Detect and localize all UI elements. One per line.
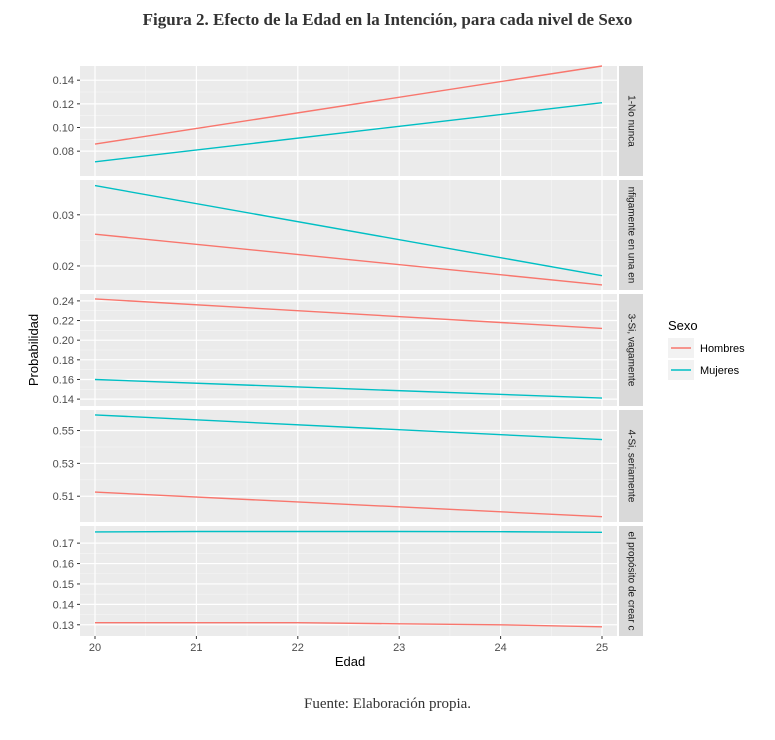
legend-label-hombres: Hombres <box>700 343 745 355</box>
y-tick-label: 0.55 <box>53 426 74 438</box>
figure-title: Figura 2. Efecto de la Edad en la Intenc… <box>142 10 633 29</box>
series-line-hombres <box>95 622 603 628</box>
facet-strip <box>619 526 643 636</box>
series-line-hombres <box>94 233 603 286</box>
y-tick-label: 0.20 <box>53 335 74 347</box>
y-tick-label: 0.02 <box>53 261 74 273</box>
y-tick-label: 0.13 <box>53 620 74 632</box>
y-tick-label: 0.17 <box>53 538 74 550</box>
x-axis-title: Edad <box>335 654 365 669</box>
x-tick-label: 24 <box>494 642 506 654</box>
legend-title: Sexo <box>668 318 698 333</box>
y-tick-label: 0.16 <box>53 374 74 386</box>
panel-1: 0.08 0.10 0.12 0.14 1-No nunca <box>53 65 643 176</box>
panel-5: 0.13 0.14 0.15 0.16 0.17 el propósito de crea… <box>53 526 643 636</box>
y-tick-label: 0.08 <box>53 146 74 158</box>
facet-strip-label: el propósito de crear c <box>625 532 636 631</box>
legend-label-mujeres: Mujeres <box>700 365 740 377</box>
y-tick-label: 0.18 <box>53 355 74 367</box>
series-line-hombres <box>94 491 603 518</box>
x-tick-label: 25 <box>596 642 608 654</box>
series-line-mujeres <box>94 414 603 441</box>
y-tick-label: 0.10 <box>53 123 74 135</box>
x-axis: 20 21 22 23 24 25 <box>89 636 608 654</box>
x-tick-label: 20 <box>89 642 101 654</box>
y-tick-label: 0.24 <box>53 296 74 308</box>
y-tick-label: 0.22 <box>53 316 74 328</box>
facet-strip <box>619 410 643 522</box>
series-line-mujeres <box>94 102 603 163</box>
figure-source: Fuente: Elaboración propia. <box>303 696 472 712</box>
series-line-mujeres <box>94 378 603 399</box>
y-tick-label: 0.14 <box>53 394 74 406</box>
series-line-mujeres <box>94 530 603 533</box>
panel-4: 0.51 0.53 0.55 4-Si, seriamente <box>53 410 643 522</box>
facet-strip-label: 3-Si, vagamente <box>625 314 636 387</box>
facet-strip <box>619 180 643 290</box>
y-tick-label: 0.16 <box>53 559 74 571</box>
y-tick-label: 0.51 <box>53 491 74 503</box>
y-tick-label: 0.15 <box>53 579 74 591</box>
facet-strip-label: 4-Si, seriamente <box>625 430 636 503</box>
series-line-hombres <box>94 65 603 145</box>
y-tick-label: 0.53 <box>53 458 74 470</box>
y-tick-label: 0.12 <box>53 99 74 111</box>
x-tick-label: 23 <box>393 642 405 654</box>
facet-strip <box>619 66 643 176</box>
y-tick-label: 0.14 <box>53 75 74 87</box>
series-line-hombres <box>94 298 603 330</box>
facet-strip-label: nfigamente en una en <box>625 187 636 284</box>
y-tick-label: 0.03 <box>53 210 74 222</box>
x-tick-label: 21 <box>190 642 202 654</box>
facet-strip <box>619 294 643 406</box>
facet-strip-label: 1-No nunca <box>625 95 636 147</box>
panel-3: 0.14 0.16 0.18 0.20 0.22 0.24 3-Si, vagamente <box>53 294 643 406</box>
faceted-line-chart: 0.08 0.10 0.12 0.14 1-No nunca 0.02 0.03 nfigam… <box>26 65 745 669</box>
x-tick-label: 22 <box>292 642 304 654</box>
legend-keys: Hombres Mujeres <box>668 338 745 380</box>
y-axis-title: Probabilidad <box>26 314 41 386</box>
panel-2: 0.02 0.03 nfigamente en una en <box>53 180 643 290</box>
legend: Sexo Hombres Mujeres <box>668 318 745 380</box>
series-line-mujeres <box>94 184 603 277</box>
chart-panels: 0.08 0.10 0.12 0.14 1-No nunca 0.02 0.03 nfigam… <box>53 65 643 636</box>
y-tick-label: 0.14 <box>53 599 74 611</box>
